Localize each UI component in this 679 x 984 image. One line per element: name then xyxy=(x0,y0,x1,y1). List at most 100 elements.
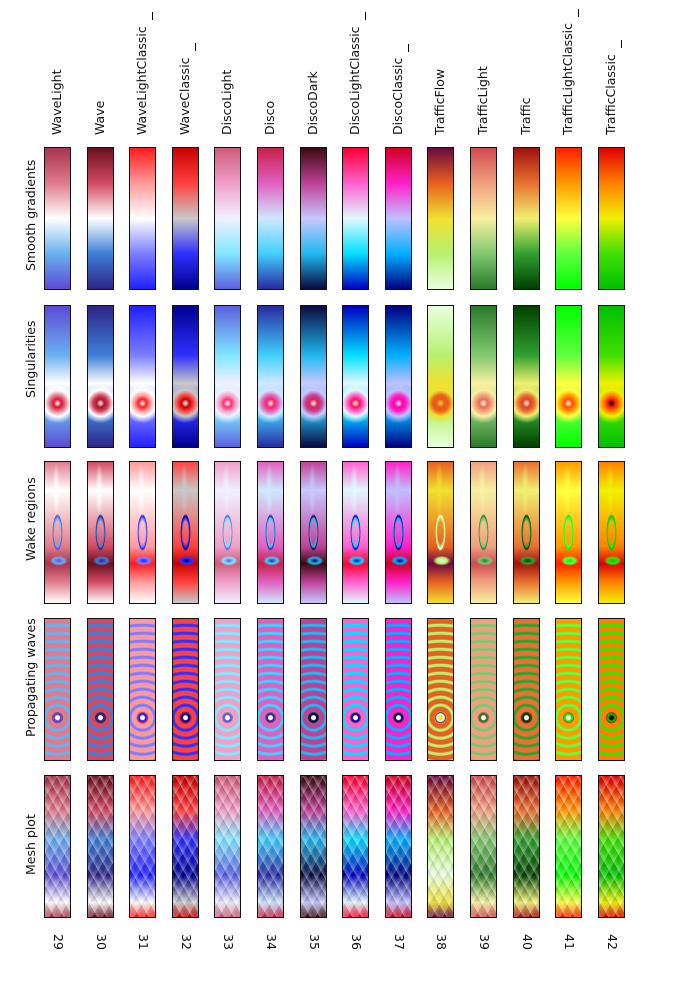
colormap-number: 34 xyxy=(264,934,279,950)
row-label-wake: Wake regions xyxy=(23,477,38,561)
colormap-name: TrafficFlow xyxy=(432,68,448,135)
smooth-gradient-swatch xyxy=(129,147,157,290)
colormap-name: DiscoClassic xyxy=(389,57,405,135)
wake-region-swatch xyxy=(214,461,242,604)
colormap-number: 32 xyxy=(178,934,194,950)
mesh-plot-swatch xyxy=(555,775,583,918)
wake-region-swatch xyxy=(597,461,625,604)
smooth-gradient-swatch xyxy=(597,147,625,290)
singularity-swatch xyxy=(129,305,157,448)
smooth-gradient-swatch xyxy=(214,147,242,290)
mesh-plot-swatch xyxy=(342,775,370,918)
mesh-plot-swatch xyxy=(86,775,114,918)
superscript-mark xyxy=(152,12,154,21)
colormap-name: DiscoLightClassic xyxy=(347,26,363,135)
colormap-number: 36 xyxy=(349,934,365,950)
propagating-wave-swatch xyxy=(129,618,157,761)
propagating-wave-swatch xyxy=(257,618,284,761)
colormap-number: 35 xyxy=(306,934,322,950)
superscript-mark xyxy=(407,43,409,52)
colormap-number: 31 xyxy=(136,934,152,950)
singularity-swatch xyxy=(214,305,242,448)
singularity-swatch xyxy=(512,305,540,448)
singularity-swatch xyxy=(257,305,284,448)
wake-region-swatch xyxy=(384,461,412,604)
mesh-plot-swatch xyxy=(512,775,540,918)
singularity-swatch xyxy=(299,305,327,448)
wake-region-swatch xyxy=(44,461,71,604)
mesh-plot-swatch xyxy=(44,775,71,918)
smooth-gradient-swatch xyxy=(171,147,199,290)
superscript-mark xyxy=(365,12,367,21)
superscript-mark xyxy=(194,43,196,52)
colormap-number: 37 xyxy=(391,934,407,950)
colormap-number: 42 xyxy=(604,934,620,950)
colormap-number: 33 xyxy=(221,934,237,950)
colormap-name: Disco xyxy=(262,100,277,135)
mesh-plot-swatch xyxy=(129,775,157,918)
singularity-swatch xyxy=(86,305,114,448)
propagating-wave-swatch xyxy=(555,618,583,761)
superscript-mark xyxy=(578,9,580,18)
colormap-number: 39 xyxy=(477,934,492,950)
wake-region-swatch xyxy=(86,461,114,604)
colormap-name: Wave xyxy=(91,100,107,135)
colormap-number: 30 xyxy=(93,934,109,950)
smooth-gradient-swatch xyxy=(512,147,540,290)
propagating-wave-swatch xyxy=(427,618,455,761)
colormap-name: DiscoLight xyxy=(219,69,235,135)
colormap-name: TrafficLightClassic xyxy=(560,23,576,135)
colormap-number: 40 xyxy=(519,934,535,950)
propagating-wave-swatch xyxy=(171,618,199,761)
wake-region-swatch xyxy=(129,461,157,604)
smooth-gradient-swatch xyxy=(384,147,412,290)
colormap-number: 41 xyxy=(562,934,578,950)
smooth-gradient-swatch xyxy=(299,147,327,290)
propagating-wave-swatch xyxy=(86,618,114,761)
row-label-grad: Smooth gradients xyxy=(23,159,38,271)
smooth-gradient-swatch xyxy=(44,147,71,290)
smooth-gradient-swatch xyxy=(257,147,284,290)
colormap-name: TrafficLight xyxy=(475,66,490,135)
singularity-swatch xyxy=(427,305,455,448)
colormap-name: TrafficClassic xyxy=(602,54,618,135)
smooth-gradient-swatch xyxy=(555,147,583,290)
propagating-wave-swatch xyxy=(384,618,412,761)
propagating-wave-swatch xyxy=(470,618,497,761)
mesh-plot-swatch xyxy=(299,775,327,918)
propagating-wave-swatch xyxy=(299,618,327,761)
singularity-swatch xyxy=(171,305,199,448)
singularity-swatch xyxy=(555,305,583,448)
propagating-wave-swatch xyxy=(44,618,71,761)
singularity-swatch xyxy=(470,305,497,448)
row-label-mesh: Mesh plot xyxy=(23,814,38,875)
wake-region-swatch xyxy=(470,461,497,604)
smooth-gradient-swatch xyxy=(342,147,370,290)
singularity-swatch xyxy=(597,305,625,448)
colormap-name: Traffic xyxy=(517,97,533,135)
row-label-wave: Propagating waves xyxy=(23,618,38,737)
colormap-number: 38 xyxy=(434,934,450,950)
wake-region-swatch xyxy=(342,461,370,604)
smooth-gradient-swatch xyxy=(86,147,114,290)
mesh-plot-swatch xyxy=(470,775,497,918)
wake-region-swatch xyxy=(257,461,284,604)
smooth-gradient-swatch xyxy=(470,147,497,290)
colormap-name: WaveLightClassic xyxy=(134,26,150,135)
colormap-name: DiscoDark xyxy=(304,71,320,135)
singularity-swatch xyxy=(342,305,370,448)
mesh-plot-swatch xyxy=(384,775,412,918)
propagating-wave-swatch xyxy=(214,618,242,761)
mesh-plot-swatch xyxy=(171,775,199,918)
smooth-gradient-swatch xyxy=(427,147,455,290)
row-label-sing: Singularities xyxy=(23,320,38,398)
wake-region-swatch xyxy=(171,461,199,604)
mesh-plot-swatch xyxy=(427,775,455,918)
colormap-name: WaveLight xyxy=(49,69,64,135)
propagating-wave-swatch xyxy=(597,618,625,761)
singularity-swatch xyxy=(44,305,71,448)
wake-region-swatch xyxy=(299,461,327,604)
colormap-name: WaveClassic xyxy=(176,57,192,135)
propagating-wave-swatch xyxy=(342,618,370,761)
